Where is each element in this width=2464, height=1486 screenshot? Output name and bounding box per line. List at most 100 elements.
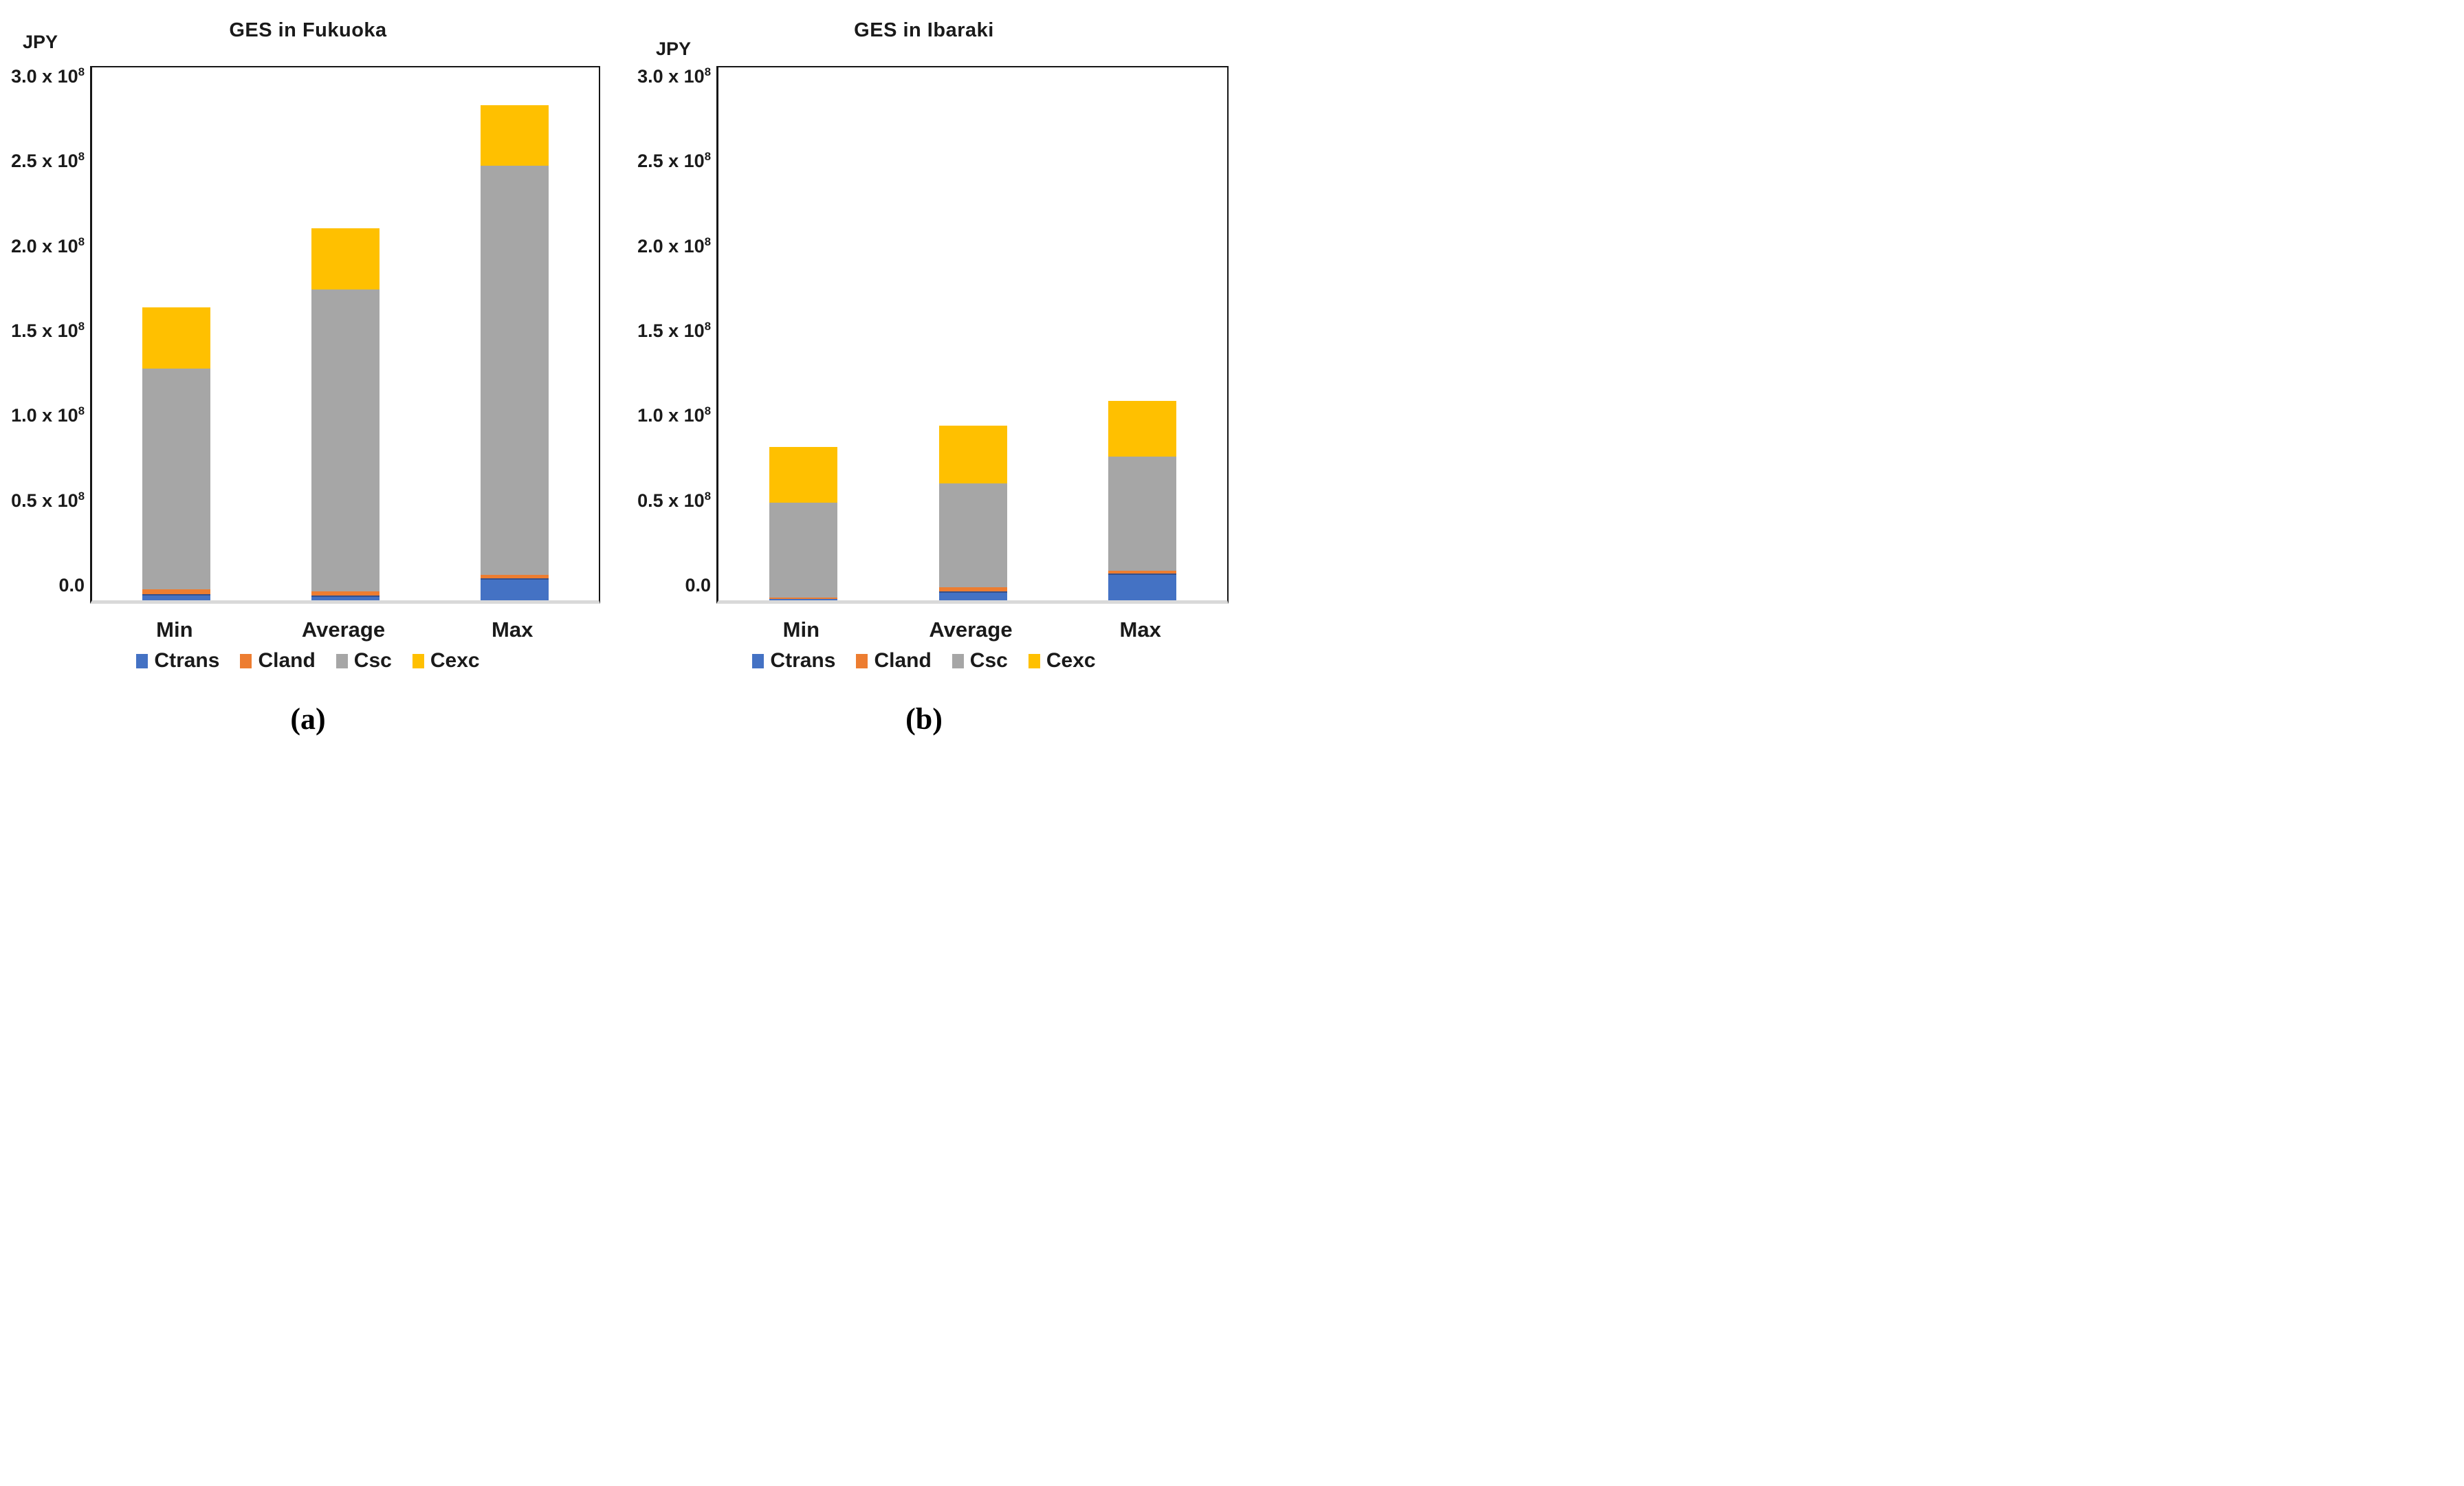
y-tick-exponent: 8 (704, 404, 711, 418)
bar-segment-cland (1108, 570, 1177, 573)
legend-swatch-csc (336, 653, 348, 668)
legend-label: Cland (258, 649, 316, 672)
bar-segment-ctrans (480, 578, 549, 600)
y-tick-exponent: 8 (704, 65, 711, 78)
legend: Ctrans Cland Csc Cexc (616, 651, 1232, 671)
legend-item-ctrans: Ctrans (752, 651, 835, 671)
y-tick-label: 1.5 x 108 (0, 319, 85, 342)
bar-segment-cexc (142, 307, 211, 369)
x-category-label: Max (1119, 618, 1161, 642)
y-tick-text: 3.0 x 10 (637, 65, 705, 87)
x-category-label: Max (492, 618, 534, 642)
plot-area (90, 66, 600, 604)
y-tick-label: 0.0 (0, 573, 85, 597)
subfigure-caption: (b) (905, 702, 943, 736)
bar-segment-cexc (1108, 401, 1177, 457)
bar-segment-ctrans (938, 591, 1007, 600)
legend-label: Cexc (1046, 649, 1096, 672)
y-tick-label: 1.5 x 108 (608, 319, 711, 342)
bar-segment-cland (480, 575, 549, 579)
y-tick-text: 0.0 (58, 575, 85, 596)
y-tick-text: 0.5 x 10 (11, 490, 78, 511)
chart-title: GES in Fukuoka (229, 19, 387, 42)
bar-segment-cexc (938, 426, 1007, 484)
chart-panel-fukuoka: GES in Fukuoka JPY (a) 3.0 x 108 2.5 x 10… (0, 0, 616, 743)
bar-segment-cland (311, 591, 380, 596)
y-tick-label: 3.0 x 108 (608, 65, 711, 88)
bar-segment-cland (142, 589, 211, 595)
y-tick-label: 1.0 x 108 (0, 404, 85, 427)
bar-segment-ctrans (311, 596, 380, 600)
y-tick-label: 2.0 x 108 (608, 234, 711, 258)
legend-item-ctrans: Ctrans (136, 651, 219, 671)
legend-swatch-ctrans (752, 653, 764, 668)
y-tick-exponent: 8 (78, 234, 85, 248)
bar-segment-csc (938, 483, 1007, 587)
bar-segment-csc (311, 289, 380, 592)
y-tick-label: 0.5 x 108 (608, 489, 711, 512)
legend-label: Ctrans (770, 649, 836, 672)
y-tick-exponent: 8 (704, 150, 711, 164)
legend-item-cexc: Cexc (1028, 651, 1096, 671)
y-tick-label: 2.5 x 108 (0, 149, 85, 173)
y-tick-exponent: 8 (78, 320, 85, 334)
y-tick-exponent: 8 (78, 65, 85, 78)
y-tick-exponent: 8 (78, 489, 85, 503)
y-tick-exponent: 8 (78, 150, 85, 164)
legend-label: Ctrans (154, 649, 220, 672)
legend-item-cland: Cland (856, 649, 932, 672)
bar-segment-ctrans (142, 594, 211, 600)
bar-segment-cexc (311, 228, 380, 289)
legend-label: Cexc (430, 649, 480, 672)
legend-item-cexc: Cexc (412, 651, 480, 671)
y-tick-text: 0.0 (685, 575, 711, 596)
chart-panel-ibaraki: GES in Ibaraki JPY (b) 3.0 x 108 2.5 x 10… (616, 0, 1232, 743)
bar-segment-csc (142, 369, 211, 589)
x-category-label: Average (929, 618, 1013, 642)
y-tick-label: 2.5 x 108 (608, 149, 711, 173)
y-tick-label: 1.0 x 108 (608, 404, 711, 427)
legend-label: Cland (874, 649, 932, 672)
legend-swatch-cland (240, 653, 252, 668)
x-category-label: Average (301, 618, 386, 642)
legend-swatch-cexc (1028, 653, 1040, 668)
y-tick-exponent: 8 (78, 404, 85, 418)
chart-title: GES in Ibaraki (854, 19, 994, 42)
y-tick-text: 1.5 x 10 (11, 320, 78, 342)
y-tick-label: 0.5 x 108 (0, 489, 85, 512)
legend-item-csc: Csc (952, 651, 1008, 671)
bar-stack-min (769, 446, 837, 600)
y-axis-unit-label: JPY (656, 39, 692, 59)
bar-segment-cexc (480, 105, 549, 166)
bar-segment-cexc (769, 446, 837, 503)
y-tick-exponent: 8 (704, 320, 711, 334)
bar-segment-csc (769, 503, 837, 598)
y-tick-text: 1.5 x 10 (637, 320, 705, 342)
y-tick-text: 1.0 x 10 (11, 405, 78, 426)
subfigure-caption: (a) (290, 702, 326, 736)
legend-swatch-csc (952, 653, 964, 668)
bar-segment-ctrans (769, 598, 837, 600)
y-tick-text: 3.0 x 10 (11, 65, 78, 87)
y-tick-text: 2.0 x 10 (637, 235, 705, 256)
y-tick-text: 2.5 x 10 (11, 151, 78, 172)
legend-swatch-ctrans (136, 653, 148, 668)
bar-stack-average (311, 228, 380, 600)
bar-segment-csc (480, 166, 549, 576)
y-tick-label: 2.0 x 108 (0, 234, 85, 258)
legend-label: Csc (969, 649, 1008, 672)
bar-stack-average (938, 426, 1007, 600)
bar-segment-ctrans (1108, 573, 1177, 600)
legend-item-csc: Csc (336, 651, 392, 671)
bar-stack-max (480, 105, 549, 600)
y-tick-label: 3.0 x 108 (0, 65, 85, 88)
y-axis-unit-label: JPY (23, 32, 58, 52)
y-tick-text: 2.0 x 10 (11, 235, 78, 256)
y-tick-text: 2.5 x 10 (637, 151, 705, 172)
x-category-label: Min (782, 618, 820, 642)
bar-stack-min (142, 307, 211, 600)
legend-swatch-cexc (412, 653, 424, 668)
x-category-label: Min (156, 618, 193, 642)
y-tick-text: 0.5 x 10 (637, 490, 705, 511)
bar-segment-cland (938, 587, 1007, 591)
